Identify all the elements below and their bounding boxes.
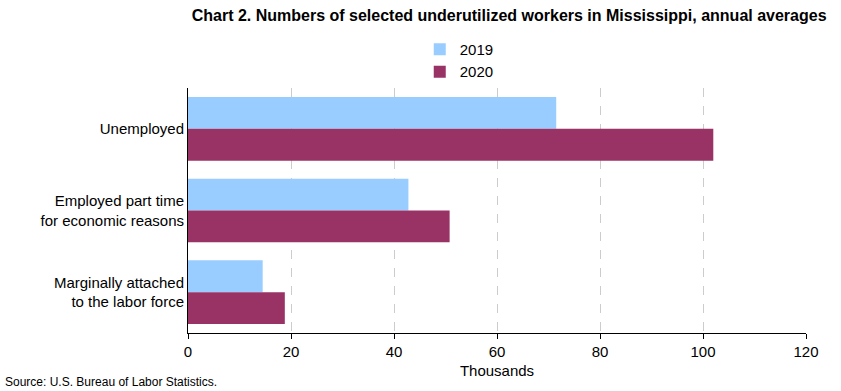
svg-text:80: 80 (592, 343, 609, 360)
svg-text:40: 40 (386, 343, 403, 360)
svg-text:Unemployed: Unemployed (100, 120, 184, 137)
svg-text:20: 20 (283, 343, 300, 360)
svg-text:Chart 2. Numbers of selected u: Chart 2. Numbers of selected underutiliz… (192, 7, 827, 24)
svg-text:Marginally attachedto the labo: Marginally attachedto the labor force (54, 274, 184, 311)
svg-text:120: 120 (793, 343, 818, 360)
svg-text:Thousands: Thousands (460, 362, 534, 379)
svg-text:100: 100 (690, 343, 715, 360)
svg-text:Employed part timefor economic: Employed part timefor economic reasons (41, 192, 184, 229)
svg-text:Source: U.S. Bureau of Labor S: Source: U.S. Bureau of Labor Statistics. (5, 375, 217, 389)
svg-text:2020: 2020 (460, 63, 493, 80)
svg-text:2019: 2019 (460, 41, 493, 58)
svg-text:60: 60 (489, 343, 506, 360)
svg-text:0: 0 (184, 343, 192, 360)
